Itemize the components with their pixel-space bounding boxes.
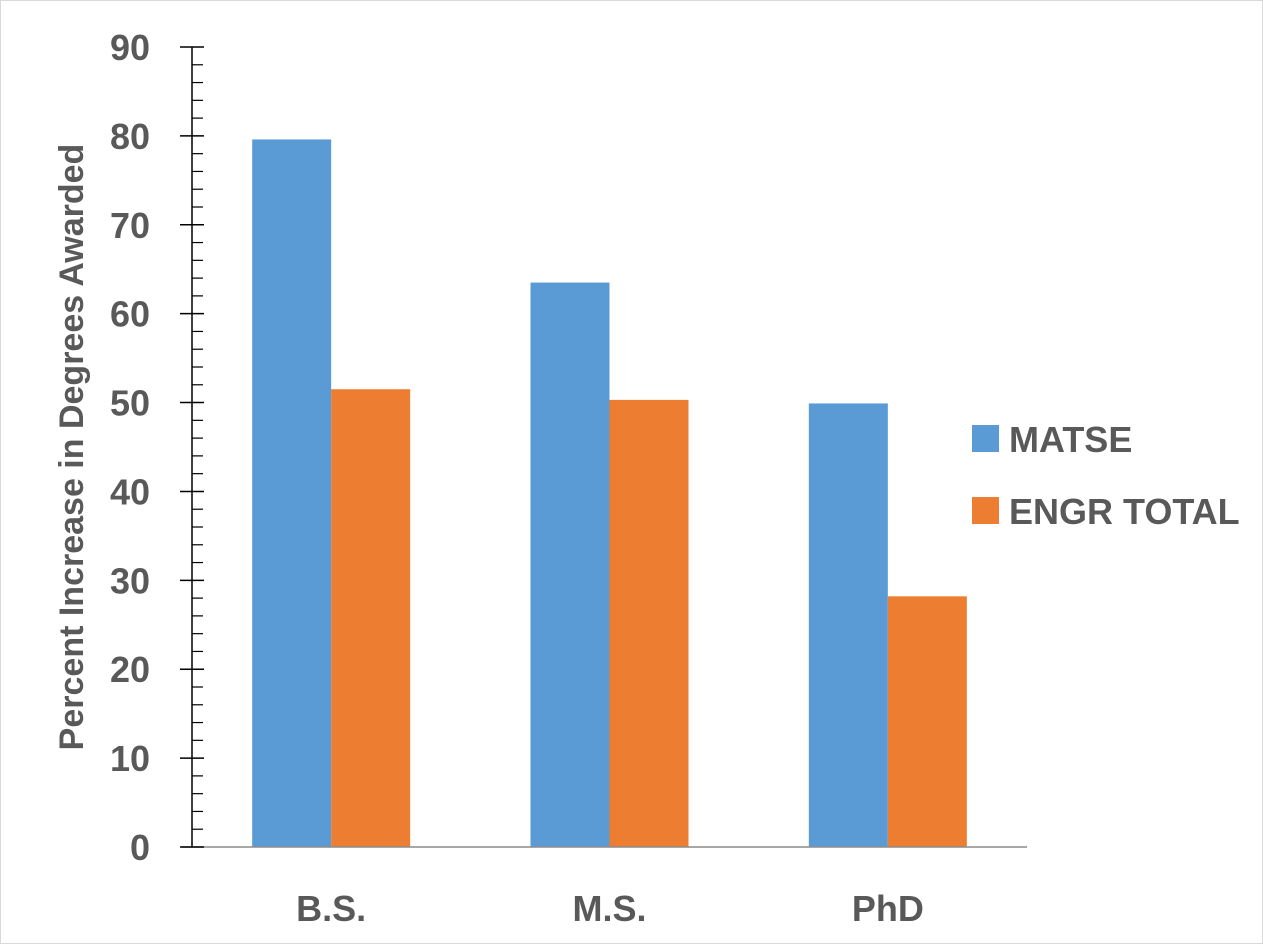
bar-matse-phd	[808, 403, 888, 847]
y-tick-label: 50	[110, 383, 150, 424]
bar-engr-total-phd	[887, 596, 967, 847]
y-tick-label: 80	[110, 116, 150, 157]
y-tick-label: 40	[110, 471, 150, 512]
bar-engr-total-ms	[609, 399, 689, 847]
y-tick-label: 60	[110, 294, 150, 335]
y-tick-label: 70	[110, 205, 150, 246]
legend-label: ENGR TOTAL	[1009, 491, 1240, 532]
y-tick-label: 20	[110, 649, 150, 690]
bar-matse-ms	[530, 282, 610, 847]
bar-engr-total-bs	[331, 389, 411, 847]
legend-swatch-matse	[972, 425, 999, 452]
y-axis-title: Percent Increase in Degrees Awarded	[53, 144, 91, 751]
y-tick-label: 0	[130, 827, 150, 868]
bar-matse-bs	[252, 139, 332, 847]
y-tick-label: 10	[110, 738, 150, 779]
x-tick-label: B.S.	[296, 888, 366, 929]
legend-label: MATSE	[1009, 419, 1132, 460]
legend-swatch-engr-total	[972, 497, 999, 524]
x-tick-label: PhD	[852, 888, 924, 929]
y-tick-label: 90	[110, 27, 150, 68]
x-tick-label: M.S.	[572, 888, 646, 929]
y-tick-label: 30	[110, 560, 150, 601]
